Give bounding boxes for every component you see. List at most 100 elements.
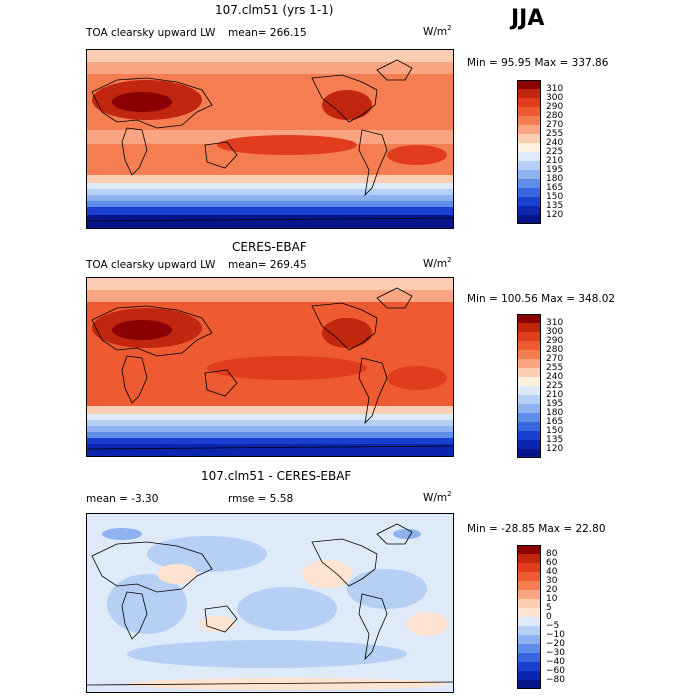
colorbar-level-label: 20 [546,584,558,595]
colorbar-level-label: 240 [546,137,564,148]
colorbar-swatch [517,671,541,680]
colorbar-swatch [517,644,541,653]
panel-2-map [86,277,454,457]
colorbar-swatch [517,350,541,359]
colorbar-swatch [517,107,541,116]
panel-1-mean: mean= 266.15 [228,27,307,39]
colorbar-swatch [517,563,541,572]
colorbar-swatch [517,680,541,689]
colorbar-level-label: 195 [546,398,564,409]
colorbar-level-label: 310 [546,317,564,328]
colorbar-level-label: 290 [546,335,564,346]
colorbar-swatch [517,332,541,341]
colorbar-level-label: 150 [546,425,564,436]
colorbar-level-label: 290 [546,101,564,112]
panel-2-map-svg [87,278,453,456]
colorbar-swatch [517,215,541,224]
colorbar-level-label: 5 [546,602,552,613]
colorbar-level-label: 255 [546,128,564,139]
colorbar-swatch [517,98,541,107]
colorbar-swatch [517,377,541,386]
panel-1-variable-label: TOA clearsky upward LW [86,27,216,39]
panel-3-units-base: W/m [423,492,448,504]
colorbar-swatch [517,581,541,590]
colorbar-level-label: 225 [546,380,564,391]
colorbar-swatch [517,314,541,323]
colorbar-level-label: 10 [546,593,558,604]
colorbar-swatch [517,653,541,662]
colorbar-swatch [517,359,541,368]
colorbar-swatch [517,197,541,206]
panel-2-units-exponent: 2 [447,256,452,264]
colorbar-swatch [517,188,541,197]
panel-1-title: 107.clm51 (yrs 1-1) [215,3,334,17]
colorbar-swatch [517,80,541,89]
colorbar-level-label: −30 [546,647,565,658]
colorbar-swatch [517,545,541,554]
colorbar-level-label: 210 [546,155,564,166]
colorbar-level-label: 80 [546,548,558,559]
colorbar-level-label: −20 [546,638,565,649]
colorbar-level-label: 180 [546,407,564,418]
colorbar-swatch [517,572,541,581]
panel-1-min-max: Min = 95.95 Max = 337.86 [467,57,609,69]
colorbar-swatch [517,431,541,440]
colorbar-level-label: 60 [546,557,558,568]
colorbar-swatch [517,368,541,377]
colorbar-level-label: −5 [546,620,560,631]
colorbar-level-label: 300 [546,326,564,337]
colorbar-level-label: −10 [546,629,565,640]
panel-3-mean: mean = -3.30 [86,493,159,505]
colorbar-swatch [517,143,541,152]
colorbar-level-label: 30 [546,575,558,586]
panel-1-units-exponent: 2 [447,24,452,32]
panel-1-units: W/m2 [423,24,452,38]
colorbar-swatch [517,608,541,617]
colorbar-swatch [517,404,541,413]
panel-2-min-max: Min = 100.56 Max = 348.02 [467,293,616,305]
colorbar-level-label: −40 [546,656,565,667]
colorbar-swatch [517,386,541,395]
colorbar-level-label: 0 [546,611,552,622]
colorbar-swatch [517,626,541,635]
colorbar-swatch [517,635,541,644]
colorbar-swatch [517,590,541,599]
panel-2-mean: mean= 269.45 [228,259,307,271]
panel-3-min-max: Min = -28.85 Max = 22.80 [467,523,606,535]
colorbar-swatch [517,179,541,188]
panel-3-colorbar: 80 60 40 30 20 10 5 0 −5 −10 −20 −30 −40 −60 −80 [517,545,565,689]
colorbar-swatch [517,125,541,134]
colorbar-level-label: 165 [546,182,564,193]
colorbar-swatch [517,152,541,161]
colorbar-level-label: 300 [546,92,564,103]
panel-3-units: W/m2 [423,490,452,504]
colorbar-swatch [517,134,541,143]
colorbar-swatch [517,341,541,350]
colorbar-swatch [517,323,541,332]
season-label: JJA [511,6,545,31]
panel-2-title: CERES-EBAF [232,240,307,254]
colorbar-level-label: 120 [546,443,564,454]
colorbar-level-label: 240 [546,371,564,382]
colorbar-level-label: 40 [546,566,558,577]
panel-3-rmse: rmse = 5.58 [228,493,294,505]
colorbar-swatch [517,89,541,98]
panel-1-map [86,49,454,229]
colorbar-level-label: 225 [546,146,564,157]
panel-3-title: 107.clm51 - CERES-EBAF [201,469,352,483]
colorbar-swatch [517,440,541,449]
colorbar-level-label: 165 [546,416,564,427]
colorbar-level-label: 310 [546,83,564,94]
panel-2-colorbar: 310 300 290 280 270 255 240 225 210 195 180 165 150 1… [517,314,563,458]
panel-2-variable-label: TOA clearsky upward LW [86,259,216,271]
panel-2-units: W/m2 [423,256,452,270]
panel-3-map-svg [87,514,453,692]
colorbar-swatch [517,449,541,458]
colorbar-swatch [517,413,541,422]
colorbar-swatch [517,206,541,215]
colorbar-level-label: 280 [546,344,564,355]
colorbar-level-label: 255 [546,362,564,373]
panel-1-map-svg [87,50,453,228]
colorbar-swatch [517,161,541,170]
colorbar-swatch [517,116,541,125]
